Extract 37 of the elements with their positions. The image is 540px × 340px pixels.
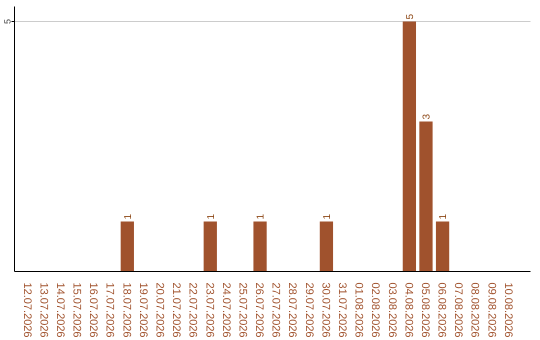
x-tick-label: 19.07.2026 — [136, 282, 149, 338]
x-tick-label: 26.07.2026 — [253, 282, 266, 338]
x-tick-label: 15.07.2026 — [70, 282, 83, 338]
data-label: 1 — [206, 214, 217, 220]
x-tick-label: 27.07.2026 — [270, 282, 282, 338]
data-label: 1 — [256, 214, 267, 220]
x-tick-label: 09.08.2026 — [485, 282, 498, 338]
x-tick-label: 07.08.2026 — [452, 282, 464, 338]
x-tick-label: 13.07.2026 — [37, 282, 50, 338]
x-tick-label: 25.07.2026 — [236, 282, 248, 338]
x-tick-label: 14.07.2026 — [54, 282, 66, 338]
data-label: 1 — [438, 214, 450, 220]
data-label: 5 — [404, 14, 416, 20]
x-tick-label: 10.08.2026 — [502, 282, 514, 338]
x-tick-label: 30.07.2026 — [319, 282, 332, 338]
data-label: 3 — [421, 114, 432, 120]
x-tick-label: 17.07.2026 — [104, 282, 116, 338]
x-tick-label: 31.07.2026 — [336, 282, 348, 338]
x-tick-label: 28.07.2026 — [286, 282, 298, 338]
x-tick-label: 29.07.2026 — [302, 282, 315, 338]
x-tick-label: 06.08.2026 — [436, 282, 448, 338]
data-label: 1 — [322, 214, 333, 220]
x-tick-label: 23.07.2026 — [203, 282, 216, 338]
x-tick-label: 01.08.2026 — [352, 282, 365, 338]
x-tick-label: 20.07.2026 — [154, 282, 166, 338]
x-tick-label: 18.07.2026 — [120, 282, 132, 338]
x-tick-label: 02.08.2026 — [369, 282, 382, 338]
x-tick-label: 03.08.2026 — [386, 282, 398, 338]
x-tick-label: 24.07.2026 — [220, 282, 232, 338]
x-tick-label: 04.08.2026 — [402, 282, 414, 338]
data-label: 1 — [122, 214, 134, 220]
x-tick-label: 08.08.2026 — [468, 282, 481, 338]
x-tick-label: 05.08.2026 — [418, 282, 431, 338]
x-tick-label: 22.07.2026 — [186, 282, 199, 338]
x-tick-label: 21.07.2026 — [170, 282, 182, 338]
x-tick-label: 12.07.2026 — [20, 282, 33, 338]
x-tick-label: 16.07.2026 — [87, 282, 100, 338]
